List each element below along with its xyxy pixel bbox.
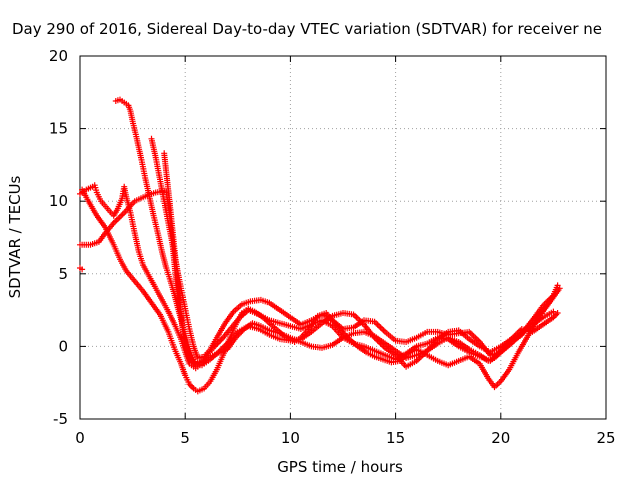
x-tick-label: 0 [75, 429, 85, 447]
y-tick-label: 10 [49, 192, 68, 210]
x-tick-label: 20 [491, 429, 510, 447]
x-tick-label: 25 [596, 429, 615, 447]
y-tick-label: 15 [49, 120, 68, 138]
y-tick-label: -5 [53, 410, 68, 428]
y-tick-label: 5 [58, 265, 68, 283]
x-axis-label: GPS time / hours [277, 458, 403, 476]
y-tick-label: 0 [58, 337, 68, 355]
grid [80, 56, 606, 419]
data-point [79, 266, 86, 273]
axis-ticks: 0 5 10 15 20 25 -5 0 5 10 15 20 [49, 47, 616, 447]
y-axis-label: SDTVAR / TECUs [6, 175, 24, 298]
data-point [554, 282, 561, 289]
x-tick-label: 15 [386, 429, 405, 447]
chart-title: Day 290 of 2016, Sidereal Day-to-day VTE… [12, 20, 602, 38]
y-tick-label: 20 [49, 47, 68, 65]
data-point [554, 310, 561, 316]
data-point [550, 292, 557, 299]
plot-frame [79, 55, 607, 420]
data-points [77, 96, 563, 395]
x-tick-label: 10 [281, 429, 300, 447]
x-tick-label: 5 [180, 429, 190, 447]
data-point [550, 308, 557, 315]
data-point [199, 357, 205, 364]
